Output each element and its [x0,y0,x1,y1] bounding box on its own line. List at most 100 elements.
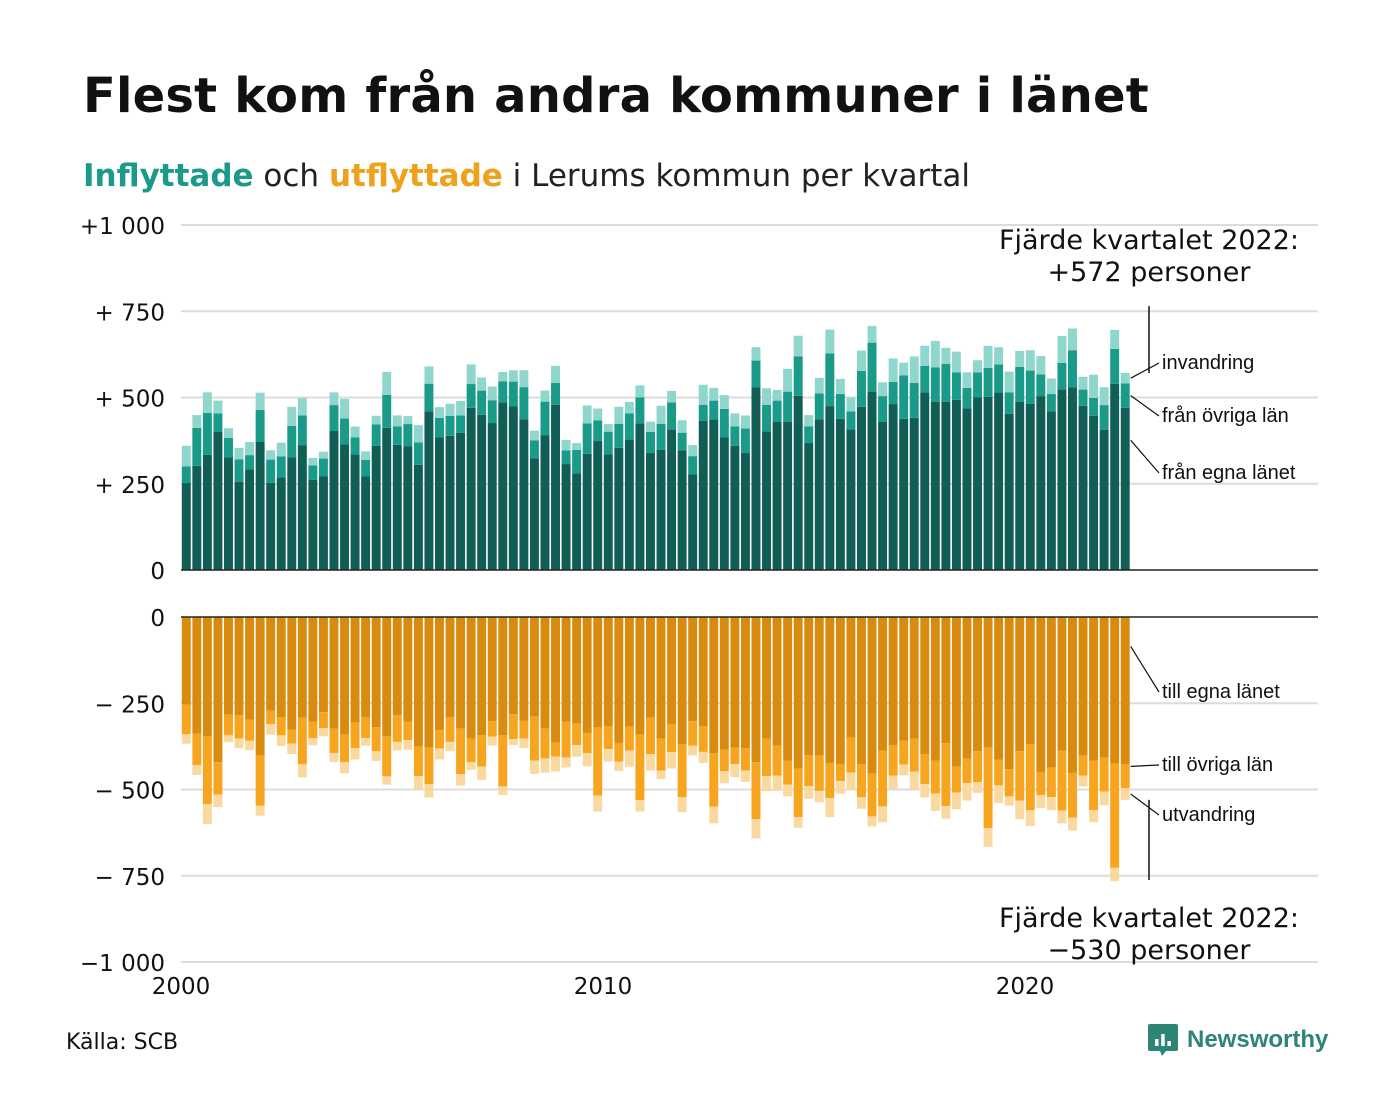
bar-in-immigration [1004,371,1014,393]
bar-out-emigration [519,738,529,749]
bar-out-other-counties [1110,763,1120,868]
bar-in-other-counties [835,394,845,419]
bar-out-own-county [1089,617,1099,761]
bar-in-own-county [762,431,771,570]
top-annotation-value: +572 personer [1047,257,1251,288]
subtitle-out-word: utflyttade [328,158,503,194]
bar-in-other-counties [572,449,582,474]
bar-in-immigration [551,365,560,384]
bar-out-emigration [561,757,571,768]
bar-in-own-county [1057,389,1067,570]
bar-in-immigration [835,378,845,395]
bar-in-own-county [656,449,666,570]
bar-out-emigration [730,763,740,778]
x-tick-label: 2020 [996,974,1055,1000]
bar-out-other-counties [234,715,244,739]
bar-out-other-counties [973,751,982,783]
bar-in-immigration [920,345,930,366]
bar-in-other-counties [698,404,708,421]
bar-out-emigration [930,793,940,811]
bar-out-other-counties [751,762,761,820]
bar-out-emigration [635,800,645,812]
bar-out-own-county [593,617,603,728]
bar-out-own-county [1036,617,1046,773]
bar-out-other-counties [350,722,360,749]
bar-in-immigration [983,345,993,368]
bar-in-other-counties [582,423,592,454]
bar-out-own-county [1046,617,1056,768]
bar-out-other-counties [814,755,824,791]
subtitle-and: och [253,158,329,194]
bar-in-own-county [350,454,360,570]
bar-in-immigration [181,445,191,467]
bar-in-immigration [1057,336,1067,363]
bar-in-own-county [624,439,634,570]
bar-out-other-counties [930,760,940,794]
bar-in-own-county [382,427,392,570]
bar-out-other-counties [909,738,919,772]
bar-out-own-county [730,617,740,748]
bar-out-emigration [867,816,877,827]
bar-out-other-counties [719,749,729,772]
bar-out-emigration [202,803,212,824]
bar-out-emigration [297,764,307,778]
bar-in-other-counties [551,383,560,405]
bar-out-emigration [477,766,487,780]
bar-out-other-counties [846,737,856,773]
bar-in-other-counties [361,459,371,477]
bar-in-immigration [234,447,244,460]
bar-in-other-counties [350,437,360,455]
label-utvandring: utvandring [1162,804,1255,826]
bar-out-emigration [804,786,814,799]
bar-out-emigration [266,723,276,735]
bar-in-immigration [519,370,529,388]
bar-out-emigration [529,760,539,774]
bar-out-emigration [508,739,518,745]
bar-out-emigration [382,776,392,785]
bar-in-own-county [255,442,265,570]
bar-out-own-county [667,617,677,724]
bar-out-emigration [835,781,845,794]
bar-in-other-counties [403,424,413,447]
bar-out-other-counties [698,726,708,752]
bar-out-emigration [593,795,603,812]
bar-in-other-counties [983,367,993,397]
top-y-tick-label: + 500 [95,387,165,413]
bar-in-own-county [603,454,613,570]
bar-in-other-counties [1036,374,1046,397]
bar-out-own-county [793,617,803,769]
bar-in-immigration [730,413,740,427]
bar-in-own-county [930,401,940,570]
bar-out-emigration [1110,867,1120,882]
bar-in-own-county [920,392,930,570]
bar-in-own-county [793,395,803,570]
bar-in-own-county [730,445,740,570]
bar-out-other-counties [1089,760,1099,811]
bar-in-own-county [318,476,328,570]
bar-out-other-counties [635,734,645,801]
bar-out-emigration [192,765,202,776]
bar-out-other-counties [867,773,877,817]
x-tick-label: 2000 [152,974,211,1000]
bar-in-own-county [245,469,255,570]
bar-in-own-county [213,431,223,570]
bar-in-own-county [909,417,919,570]
bar-in-other-counties [899,375,909,419]
bar-out-own-county [456,617,466,729]
bar-in-other-counties [962,387,972,409]
bar-out-other-counties [361,717,371,739]
bar-out-own-county [297,617,307,718]
bar-out-own-county [477,617,487,736]
bar-in-immigration [709,387,719,401]
bar-in-immigration [318,451,328,459]
bar-in-immigration [656,405,666,424]
bar-in-other-counties [308,465,318,480]
bottom-y-tick-label: − 250 [95,692,165,718]
bar-out-other-counties [371,727,381,752]
bar-out-own-county [762,617,771,739]
bar-in-own-county [392,444,402,570]
bar-out-other-counties [762,738,771,777]
bar-out-emigration [846,772,856,791]
bar-in-other-counties [202,413,212,455]
bar-in-own-county [825,406,835,570]
